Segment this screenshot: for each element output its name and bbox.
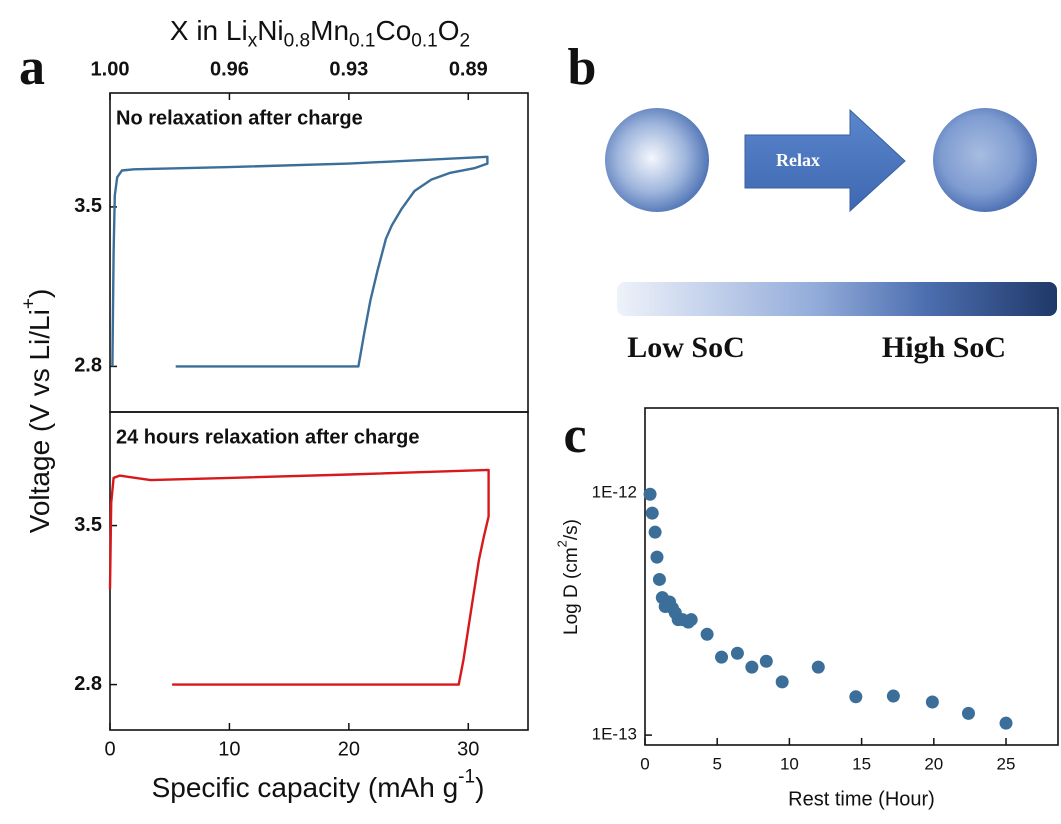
label-part: /s) — [561, 519, 582, 540]
bar-label: Low SoC — [627, 331, 745, 364]
y-tick-label: 3.5 — [74, 514, 102, 536]
arrow-label: Relax — [776, 150, 820, 170]
bar-label: High SoC — [882, 331, 1006, 364]
label-part: -1 — [458, 766, 475, 787]
x-axis-title: Rest time (Hour) — [788, 788, 935, 810]
data-point — [999, 716, 1013, 730]
data-point — [886, 689, 900, 703]
label-part: x — [248, 30, 258, 51]
y-tick-label: 3.5 — [74, 195, 102, 217]
x2-tick-label: 0.89 — [449, 58, 488, 80]
label-part: 0.1 — [349, 30, 375, 51]
x-tick-label: 15 — [852, 754, 871, 773]
label-part: Mn — [310, 15, 349, 46]
data-point — [645, 506, 659, 520]
label-part: ) — [24, 289, 55, 298]
y-tick-label: 1E-13 — [592, 725, 637, 744]
data-point — [643, 487, 657, 501]
x-tick-label: 20 — [338, 738, 360, 760]
data-point — [684, 613, 698, 627]
data-point — [961, 706, 975, 720]
data-point — [775, 675, 789, 689]
label-part: ) — [475, 772, 484, 803]
y-axis-title: Voltage (V vs Li/Li+) — [18, 289, 55, 534]
data-point — [648, 525, 662, 539]
particle-before — [605, 108, 709, 212]
label-part: O — [438, 15, 460, 46]
data-line — [111, 155, 489, 368]
x-tick-label: 10 — [218, 738, 240, 760]
label-part: + — [18, 298, 39, 309]
data-line — [108, 468, 490, 686]
x-tick-label: 20 — [924, 754, 943, 773]
data-point — [849, 690, 863, 704]
x2-axis-title: X in LixNi0.8Mn0.1Co0.1O2 — [170, 15, 470, 51]
label-part: Co — [376, 15, 412, 46]
x2-tick-label: 1.00 — [91, 58, 130, 80]
particle-after — [933, 108, 1037, 212]
x-tick-label: 25 — [997, 754, 1016, 773]
label-part: 0.1 — [411, 30, 437, 51]
data-point — [715, 650, 729, 664]
x-tick-label: 0 — [104, 738, 115, 760]
x2-tick-label: 0.96 — [210, 58, 249, 80]
data-point — [811, 660, 825, 674]
x-axis-title: Specific capacity (mAh g-1) — [152, 766, 485, 803]
x-tick-label: 30 — [457, 738, 479, 760]
y-tick-label: 2.8 — [74, 355, 102, 377]
x-tick-label: 10 — [780, 754, 799, 773]
y-axis-title: Log D (cm2/s) — [555, 519, 582, 635]
y-tick-label: 1E-12 — [592, 483, 637, 502]
label-part: 2 — [555, 540, 570, 547]
label-part: X in Li — [170, 15, 248, 46]
data-point — [925, 695, 939, 709]
data-point — [745, 660, 759, 674]
x-tick-label: 5 — [712, 754, 721, 773]
plot-frame — [644, 407, 1059, 746]
data-point — [759, 654, 773, 668]
label-part: Voltage (V vs Li/Li — [24, 309, 55, 533]
label-part: 2 — [460, 30, 471, 51]
annotation: 24 hours relaxation after charge — [116, 426, 419, 448]
panel-label: a — [19, 39, 45, 96]
label-part: 0.8 — [284, 30, 310, 51]
label-part: Log D (cm — [561, 547, 582, 635]
panel-label: c — [563, 407, 586, 464]
label-part: Ni — [257, 15, 283, 46]
soc-gradient-bar — [617, 282, 1057, 316]
x2-tick-label: 0.93 — [329, 58, 368, 80]
panel-label: b — [568, 39, 597, 96]
annotation: No relaxation after charge — [116, 107, 363, 129]
data-point — [730, 646, 744, 660]
data-point — [652, 572, 666, 586]
data-point — [700, 627, 714, 641]
data-point — [650, 550, 664, 564]
label-part: Specific capacity (mAh g — [152, 772, 459, 803]
x-tick-label: 0 — [640, 754, 649, 773]
y-tick-label: 2.8 — [74, 673, 102, 695]
relax-arrow — [744, 108, 906, 213]
